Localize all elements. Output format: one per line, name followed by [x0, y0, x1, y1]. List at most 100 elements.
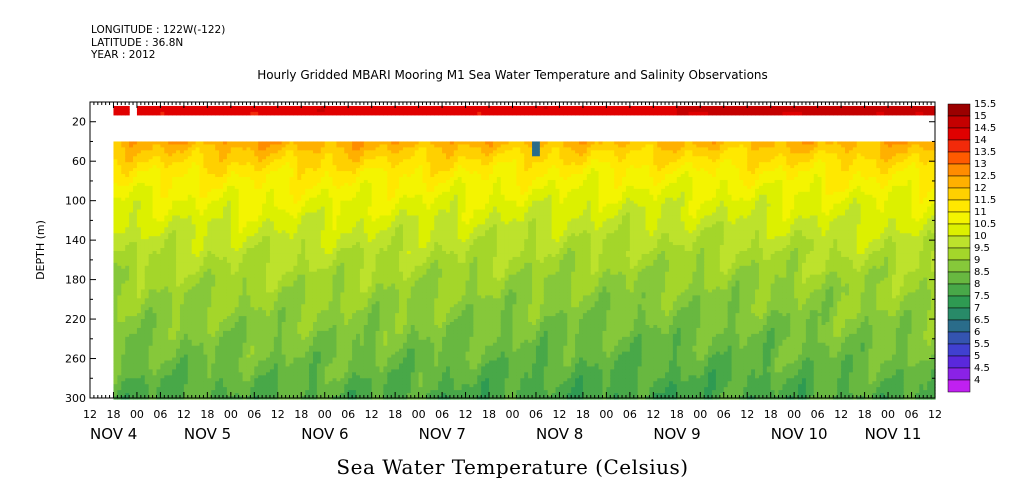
- field-cell: [254, 342, 259, 347]
- field-cell: [234, 280, 240, 285]
- field-cell: [234, 289, 240, 294]
- field-cell: [148, 168, 154, 172]
- field-cell: [176, 162, 181, 166]
- field-cell: [309, 159, 314, 163]
- field-cell: [250, 271, 255, 276]
- field-cell: [246, 268, 251, 273]
- field-cell: [179, 230, 185, 234]
- field-cell: [242, 390, 248, 394]
- field-cell: [269, 179, 275, 184]
- field-cell: [215, 271, 220, 276]
- field-cell: [269, 242, 275, 246]
- field-cell: [266, 307, 271, 311]
- field-cell: [172, 174, 177, 178]
- field-cell: [297, 387, 302, 391]
- field-cell: [223, 194, 228, 199]
- field-cell: [254, 256, 259, 261]
- field-cell: [133, 313, 138, 317]
- field-cell: [273, 108, 279, 113]
- field-cell: [281, 295, 287, 299]
- field-cell: [250, 162, 255, 166]
- field-cell: [273, 171, 279, 175]
- field-cell: [293, 233, 298, 237]
- field-cell: [113, 165, 118, 169]
- field-cell: [305, 357, 310, 362]
- field-cell: [301, 381, 306, 385]
- field-cell: [328, 233, 334, 237]
- field-cell: [328, 215, 334, 220]
- field-cell: [183, 357, 189, 362]
- field-cell: [312, 369, 318, 373]
- field-cell: [183, 176, 189, 181]
- field-cell: [269, 384, 275, 388]
- field-cell: [148, 236, 154, 240]
- field-cell: [324, 242, 330, 246]
- field-cell: [172, 105, 177, 110]
- field-cell: [176, 256, 181, 261]
- field-cell: [207, 336, 212, 341]
- field-cell: [226, 327, 232, 332]
- field-cell: [289, 307, 295, 311]
- field-cell: [281, 144, 287, 148]
- field-cell: [293, 372, 298, 376]
- field-cell: [183, 233, 189, 237]
- field-cell: [133, 141, 138, 146]
- field-cell: [316, 153, 322, 157]
- field-cell: [285, 378, 291, 382]
- field-cell: [320, 230, 326, 234]
- field-cell: [125, 330, 130, 335]
- field-cell: [160, 351, 165, 356]
- field-cell: [316, 191, 322, 196]
- field-cell: [219, 292, 224, 296]
- field-cell: [328, 144, 334, 148]
- field-cell: [195, 105, 201, 110]
- field-cell: [258, 280, 263, 285]
- field-cell: [312, 153, 318, 157]
- field-cell: [179, 227, 185, 231]
- field-cell: [215, 369, 220, 373]
- field-cell: [199, 384, 205, 388]
- field-cell: [191, 319, 197, 323]
- field-cell: [309, 194, 314, 199]
- field-cell: [320, 108, 326, 113]
- field-cell: [226, 333, 232, 338]
- field-cell: [277, 339, 283, 344]
- field-cell: [285, 354, 291, 359]
- field-cell: [215, 319, 220, 323]
- field-cell: [121, 227, 126, 231]
- field-cell: [238, 212, 244, 217]
- field-cell: [160, 265, 165, 270]
- field-cell: [316, 363, 322, 368]
- field-cell: [320, 280, 326, 285]
- field-cell: [199, 322, 205, 326]
- field-cell: [117, 197, 122, 202]
- field-cell: [219, 316, 224, 320]
- field-cell: [297, 171, 302, 175]
- field-cell: [199, 298, 205, 302]
- field-cell: [156, 108, 162, 113]
- field-cell: [262, 209, 267, 214]
- field-cell: [207, 366, 212, 370]
- field-cell: [316, 108, 322, 113]
- field-cell: [199, 150, 205, 154]
- field-cell: [226, 381, 232, 385]
- field-cell: [320, 298, 326, 302]
- field-cell: [179, 168, 185, 172]
- field-cell: [320, 259, 326, 264]
- field-cell: [187, 156, 193, 160]
- field-cell: [125, 242, 130, 246]
- field-cell: [273, 286, 279, 291]
- field-cell: [266, 239, 271, 243]
- field-cell: [273, 200, 279, 205]
- field-cell: [312, 203, 318, 208]
- field-cell: [226, 372, 232, 376]
- field-cell: [305, 242, 310, 246]
- field-cell: [164, 168, 169, 172]
- field-cell: [183, 165, 189, 169]
- field-cell: [211, 159, 216, 163]
- field-cell: [262, 153, 267, 157]
- field-cell: [316, 271, 322, 276]
- field-cell: [136, 262, 142, 267]
- field-cell: [113, 307, 118, 311]
- field-cell: [211, 348, 216, 353]
